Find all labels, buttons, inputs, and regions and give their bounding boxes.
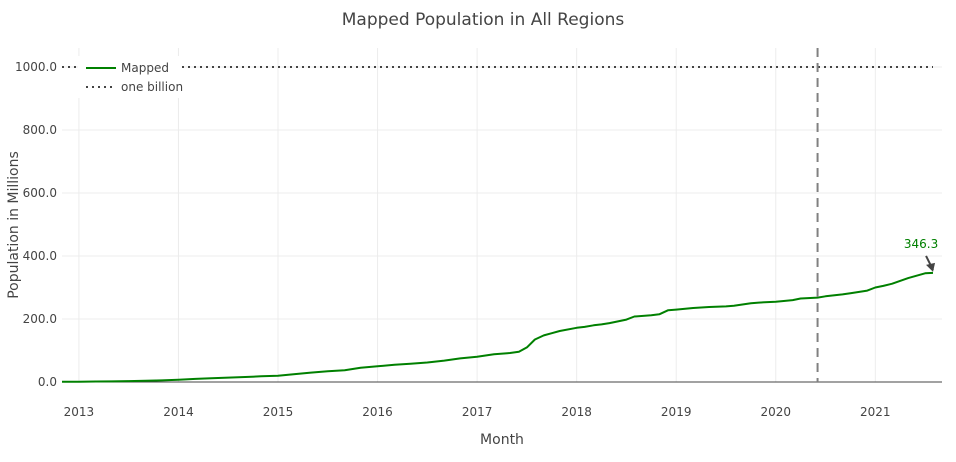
x-tick-label: 2015 bbox=[263, 405, 294, 419]
y-tick-label: 0.0 bbox=[38, 375, 57, 389]
y-tick-label: 600.0 bbox=[23, 186, 57, 200]
x-tick-label: 2017 bbox=[462, 405, 493, 419]
y-tick-label: 1000.0 bbox=[15, 60, 57, 74]
series-layer bbox=[61, 48, 934, 383]
y-tick-label: 200.0 bbox=[23, 312, 57, 326]
legend-label: Mapped bbox=[121, 61, 169, 75]
chart-title: Mapped Population in All Regions bbox=[342, 10, 625, 30]
x-tick-label: 2013 bbox=[64, 405, 95, 419]
x-tick-label: 2018 bbox=[561, 405, 592, 419]
x-tick-label: 2014 bbox=[163, 405, 194, 419]
y-tick-label: 800.0 bbox=[23, 123, 57, 137]
series-line-mapped bbox=[61, 271, 934, 383]
x-axis-title: Month bbox=[480, 432, 524, 448]
x-tick-label: 2019 bbox=[661, 405, 692, 419]
y-axis-title: Population in Millions bbox=[6, 151, 22, 299]
annotation-label: 346.3 bbox=[904, 237, 938, 251]
x-tick-label: 2021 bbox=[860, 405, 891, 419]
legend-label: one billion bbox=[121, 80, 183, 94]
legend-background bbox=[78, 56, 182, 98]
annotations: 346.3 bbox=[904, 237, 938, 272]
axes: 0.0 200.0 400.0 600.0 800.0 1000.0 2013 2014 201… bbox=[15, 60, 942, 419]
legend: Mapped one billion bbox=[78, 56, 183, 98]
x-tick-label: 2016 bbox=[362, 405, 393, 419]
x-tick-label: 2020 bbox=[760, 405, 791, 419]
grid bbox=[62, 48, 942, 382]
annotation-arrowhead bbox=[926, 262, 936, 272]
y-tick-label: 400.0 bbox=[23, 249, 57, 263]
